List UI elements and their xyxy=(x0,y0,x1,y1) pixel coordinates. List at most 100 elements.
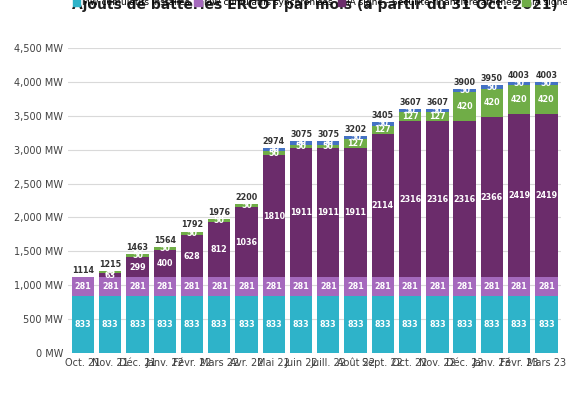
Text: 50: 50 xyxy=(541,79,552,88)
Text: 2200: 2200 xyxy=(235,193,257,202)
Bar xyxy=(508,296,530,353)
Text: 2419: 2419 xyxy=(508,191,530,200)
Text: 833: 833 xyxy=(238,320,255,329)
Bar xyxy=(344,136,367,140)
Bar xyxy=(290,277,312,296)
Bar xyxy=(263,296,285,353)
Text: 2974: 2974 xyxy=(263,137,285,146)
Bar xyxy=(154,296,176,353)
Bar xyxy=(371,126,394,134)
Bar xyxy=(317,148,340,277)
Text: 50: 50 xyxy=(323,138,334,148)
Bar xyxy=(72,296,94,353)
Bar xyxy=(371,277,394,296)
Bar xyxy=(263,155,285,277)
Text: 50: 50 xyxy=(514,79,524,88)
Text: 2366: 2366 xyxy=(481,193,503,202)
Legend: MW cumulatifs installés, MW cumulatifs synchronisés, IA signé - Sécurité financi: MW cumulatifs installés, MW cumulatifs s… xyxy=(73,0,567,7)
Bar xyxy=(454,89,476,92)
Bar xyxy=(263,148,285,152)
Text: 127: 127 xyxy=(347,139,364,148)
Text: 1114: 1114 xyxy=(72,266,94,275)
Bar xyxy=(535,82,557,85)
Text: 833: 833 xyxy=(293,320,310,329)
Bar xyxy=(454,277,476,296)
Bar xyxy=(99,277,121,296)
Text: 1215: 1215 xyxy=(99,259,121,269)
Text: 50: 50 xyxy=(187,229,197,238)
Text: 50: 50 xyxy=(214,216,225,225)
Text: 281: 281 xyxy=(538,282,555,292)
Text: 281: 281 xyxy=(511,282,527,292)
Text: 127: 127 xyxy=(429,112,446,121)
Text: 833: 833 xyxy=(511,320,527,329)
Text: 4003: 4003 xyxy=(535,71,557,80)
Text: 1911: 1911 xyxy=(318,208,339,217)
Text: 1810: 1810 xyxy=(263,212,285,221)
Bar xyxy=(454,296,476,353)
Text: 833: 833 xyxy=(156,320,173,329)
Bar xyxy=(426,121,448,277)
Text: 281: 281 xyxy=(265,282,282,292)
Bar xyxy=(399,277,421,296)
Text: 281: 281 xyxy=(129,282,146,292)
Text: 50: 50 xyxy=(459,86,470,95)
Bar xyxy=(263,277,285,296)
Bar xyxy=(235,277,258,296)
Bar xyxy=(154,277,176,296)
Bar xyxy=(126,296,149,353)
Text: 50: 50 xyxy=(241,201,252,210)
Text: 3405: 3405 xyxy=(372,111,394,120)
Text: 833: 833 xyxy=(538,320,555,329)
Text: 833: 833 xyxy=(456,320,473,329)
Text: 127: 127 xyxy=(402,112,418,121)
Text: 50: 50 xyxy=(132,251,143,260)
Text: 281: 281 xyxy=(211,282,228,292)
Bar xyxy=(208,296,230,353)
Bar xyxy=(399,109,421,112)
Text: 281: 281 xyxy=(75,282,91,292)
Text: 50: 50 xyxy=(295,142,307,151)
Text: 833: 833 xyxy=(129,320,146,329)
Bar xyxy=(263,152,285,155)
Bar xyxy=(508,85,530,113)
Bar xyxy=(481,85,503,89)
Bar xyxy=(99,271,121,273)
Bar xyxy=(181,231,203,235)
Text: 833: 833 xyxy=(265,320,282,329)
Bar xyxy=(290,148,312,277)
Text: 833: 833 xyxy=(375,320,391,329)
Text: 3607: 3607 xyxy=(399,97,421,107)
Text: 281: 281 xyxy=(102,282,119,292)
Bar xyxy=(481,296,503,353)
Bar xyxy=(181,277,203,296)
Text: 281: 281 xyxy=(456,282,473,292)
Bar xyxy=(481,117,503,277)
Text: 281: 281 xyxy=(401,282,418,292)
Text: 281: 281 xyxy=(320,282,337,292)
Bar xyxy=(317,141,340,145)
Text: 281: 281 xyxy=(184,282,200,292)
Text: 2316: 2316 xyxy=(399,194,421,204)
Bar xyxy=(508,82,530,85)
Text: 281: 281 xyxy=(374,282,391,292)
Bar xyxy=(181,235,203,277)
Bar xyxy=(371,296,394,353)
Bar xyxy=(535,113,557,277)
Text: 281: 281 xyxy=(293,282,310,292)
Text: 3950: 3950 xyxy=(481,74,503,83)
Bar xyxy=(454,92,476,121)
Text: 2419: 2419 xyxy=(535,191,557,200)
Text: 420: 420 xyxy=(456,102,473,111)
Bar xyxy=(235,207,258,277)
Text: 1911: 1911 xyxy=(290,208,312,217)
Bar xyxy=(344,148,367,277)
Bar xyxy=(426,112,448,121)
Bar xyxy=(99,296,121,353)
Text: 3075: 3075 xyxy=(290,130,312,139)
Text: 812: 812 xyxy=(211,245,228,255)
Bar xyxy=(154,247,176,250)
Bar xyxy=(371,122,394,126)
Bar xyxy=(426,109,448,112)
Text: 3607: 3607 xyxy=(426,97,448,107)
